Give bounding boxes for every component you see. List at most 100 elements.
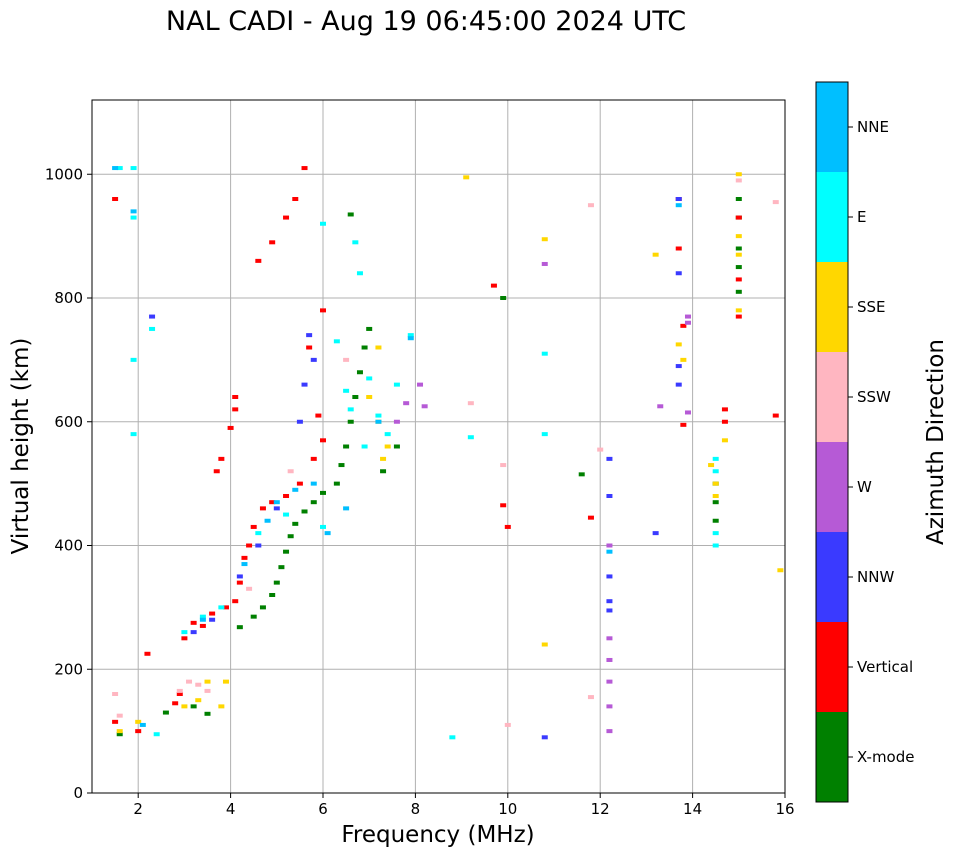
colorbar-category-label: NNE — [857, 118, 889, 136]
data-point — [269, 500, 276, 505]
data-point — [320, 438, 326, 443]
colorbar-swatch — [816, 622, 848, 712]
data-point — [218, 456, 225, 461]
data-point — [366, 395, 373, 399]
data-point — [712, 456, 719, 461]
data-point — [606, 636, 613, 641]
y-tick-label: 400 — [54, 537, 83, 555]
data-point — [172, 701, 179, 706]
data-point — [675, 364, 682, 369]
data-point — [116, 732, 123, 737]
data-point — [176, 688, 183, 693]
y-tick-label: 0 — [73, 784, 83, 802]
data-point — [227, 425, 234, 430]
data-point — [361, 345, 368, 350]
data-point — [407, 333, 414, 338]
data-point — [421, 404, 428, 409]
data-point — [675, 203, 682, 208]
data-point — [772, 413, 779, 418]
data-point — [578, 472, 585, 477]
data-point — [241, 562, 248, 567]
data-point — [343, 506, 350, 511]
data-point — [181, 636, 188, 641]
colorbar-swatch — [816, 172, 848, 262]
data-point — [283, 549, 290, 554]
data-point — [269, 593, 276, 597]
data-point — [772, 200, 779, 205]
data-point — [500, 463, 507, 468]
data-point — [273, 506, 280, 511]
data-point — [375, 413, 382, 418]
data-point — [269, 240, 276, 245]
data-point — [190, 704, 197, 709]
data-point — [273, 500, 280, 505]
data-point — [218, 605, 225, 610]
data-point — [735, 289, 742, 294]
data-point — [735, 265, 742, 270]
colorbar-category-label: W — [857, 478, 872, 496]
data-point — [135, 719, 142, 724]
data-point — [116, 166, 123, 171]
data-point — [712, 531, 719, 536]
data-point — [296, 419, 303, 424]
colorbar-swatch — [816, 712, 848, 802]
series-x-mode — [116, 197, 742, 737]
data-point — [712, 543, 719, 548]
data-point — [130, 357, 137, 362]
data-point — [361, 444, 368, 449]
data-point — [112, 166, 119, 171]
colorbar-swatch — [816, 82, 848, 172]
data-point — [721, 407, 728, 412]
colorbar-swatch — [816, 262, 848, 352]
x-tick-label: 10 — [498, 800, 517, 818]
data-point — [684, 314, 691, 319]
data-point — [222, 679, 229, 684]
data-point — [283, 512, 290, 517]
x-tick-label: 16 — [775, 800, 794, 818]
data-point — [652, 252, 659, 257]
data-point — [315, 413, 322, 418]
data-point — [199, 614, 206, 619]
data-point — [149, 314, 156, 319]
data-point — [246, 543, 253, 548]
data-point — [139, 722, 146, 727]
data-point — [181, 704, 188, 709]
data-point — [380, 456, 387, 461]
data-point — [463, 175, 470, 180]
series-ssw — [112, 178, 779, 727]
data-point — [504, 722, 511, 727]
data-point — [283, 494, 290, 498]
data-point — [283, 215, 290, 220]
data-point — [130, 209, 137, 214]
x-tick-label: 8 — [411, 800, 421, 818]
data-point — [708, 463, 715, 468]
data-point — [735, 172, 742, 177]
data-point — [721, 419, 728, 424]
data-point — [735, 234, 742, 239]
data-point — [393, 382, 400, 387]
data-point — [541, 735, 548, 740]
y-ticks: 0 200 400 600 800 1000 — [45, 165, 92, 802]
data-point — [606, 543, 613, 548]
y-tick-label: 1000 — [45, 165, 83, 183]
data-point — [255, 531, 262, 536]
x-ticks: 2 4 6 8 10 12 14 16 — [133, 793, 795, 818]
data-point — [264, 518, 271, 523]
data-point — [541, 351, 548, 356]
data-point — [541, 237, 548, 242]
data-point — [301, 382, 308, 387]
data-point — [675, 342, 682, 347]
colorbar-swatch — [816, 442, 848, 532]
data-point — [149, 326, 156, 331]
data-point — [467, 401, 474, 406]
data-point — [116, 729, 123, 734]
data-point — [606, 549, 613, 554]
data-point — [116, 713, 123, 718]
data-point — [162, 710, 169, 715]
data-point — [292, 487, 299, 492]
data-point — [232, 395, 239, 399]
data-point — [112, 692, 119, 696]
data-point — [301, 166, 308, 171]
chart-title: NAL CADI - Aug 19 06:45:00 2024 UTC — [165, 6, 687, 37]
